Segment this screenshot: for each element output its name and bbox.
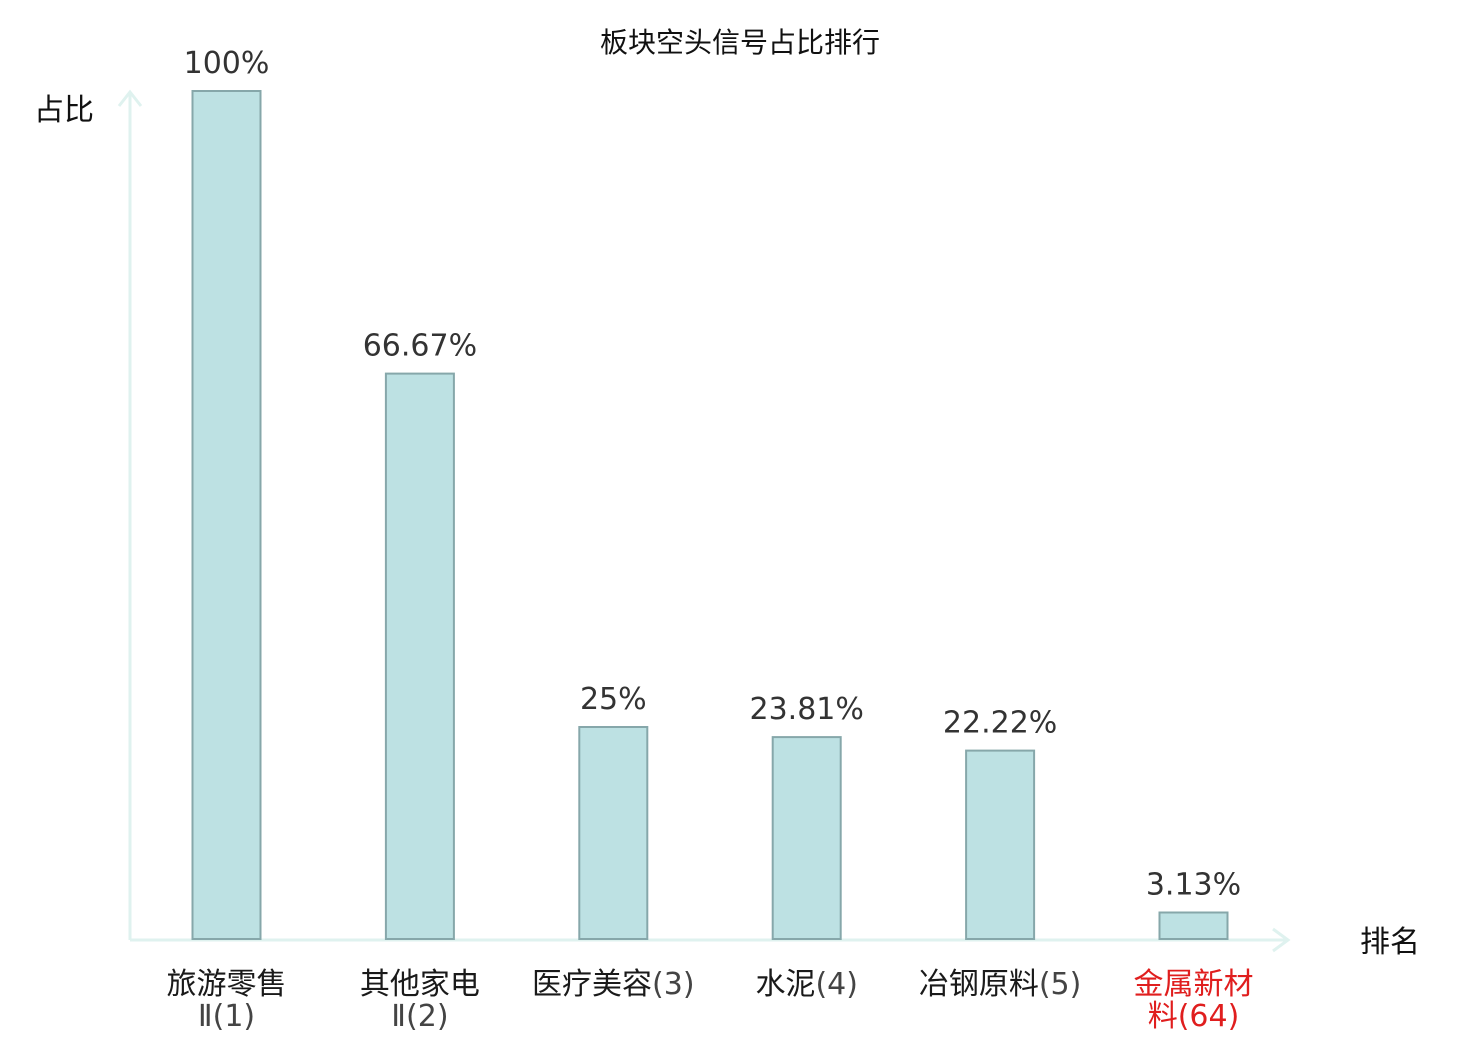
category-label-4: 水泥(4) (755, 967, 858, 1002)
x-axis (130, 927, 1291, 953)
category-name: 金属新材 (1134, 967, 1254, 1002)
category-text: 冶钢原料(5) (919, 967, 1082, 1002)
category-rank: 料(64) (1148, 999, 1240, 1034)
category-rank: Ⅱ(1) (198, 999, 255, 1034)
y-axis-label: 占比 (34, 93, 94, 128)
bar-3 (578, 726, 649, 940)
category-rank: Ⅱ(2) (391, 999, 448, 1034)
bar-6 (1158, 911, 1229, 940)
bar-2 (384, 372, 455, 941)
category-text: 水泥(4) (755, 967, 858, 1002)
category-name: 其他家电 (360, 967, 480, 1002)
category-label-5: 冶钢原料(5) (919, 967, 1082, 1002)
category-text: 医疗美容(3) (532, 967, 695, 1002)
category-name: 旅游零售 (167, 967, 287, 1002)
value-label-4: 23.81% (750, 692, 864, 727)
bars-group (191, 90, 1229, 941)
chart-title: 板块空头信号占比排行 (600, 26, 880, 59)
value-label-1: 100% (184, 46, 270, 81)
bar-1 (191, 90, 262, 940)
category-label-3: 医疗美容(3) (532, 967, 695, 1002)
x-axis-label: 排名 (1360, 925, 1420, 960)
bar-5 (965, 749, 1036, 940)
value-label-3: 25% (580, 682, 647, 717)
value-label-2: 66.67% (363, 329, 477, 364)
value-labels-group: 100% 66.67% 25% 23.81% 22.22% 3.13% (184, 46, 1242, 903)
value-label-5: 22.22% (943, 706, 1057, 741)
y-axis (117, 89, 143, 940)
value-label-6: 3.13% (1146, 868, 1241, 903)
bar-4 (771, 736, 842, 940)
